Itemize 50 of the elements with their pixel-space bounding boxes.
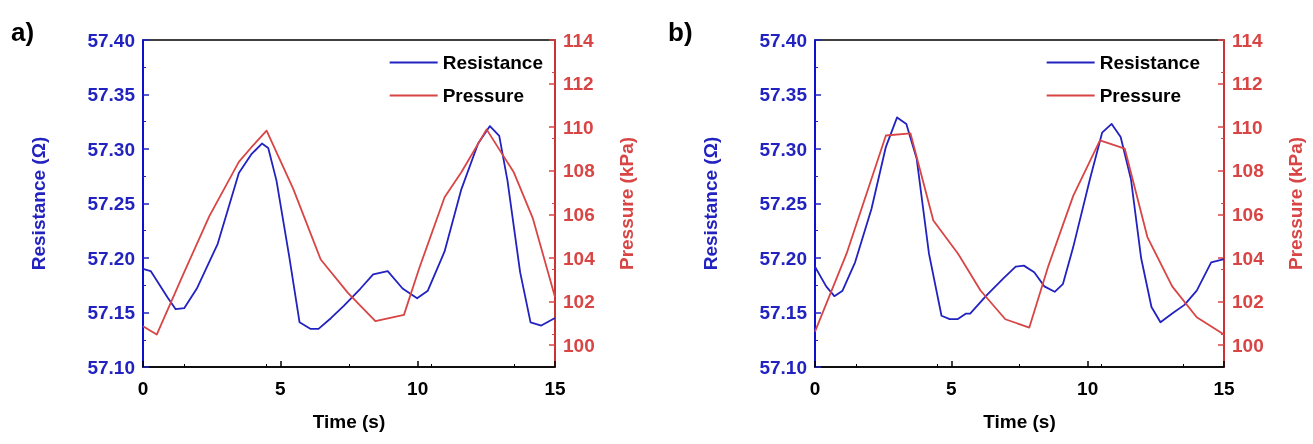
x-axis-title: Time (s) — [983, 411, 1056, 432]
y2-tick-label: 104 — [1232, 247, 1265, 269]
x-axis-title: Time (s) — [312, 411, 386, 432]
y2-tick-label: 104 — [563, 247, 596, 269]
y-tick-label: 57.30 — [759, 138, 807, 160]
y2-tick-label: 108 — [1232, 160, 1264, 182]
y-tick-label: 57.40 — [759, 29, 807, 51]
y-tick-label: 57.15 — [759, 302, 808, 323]
y2-tick-label: 114 — [1232, 29, 1264, 51]
x-tick-label: 10 — [1077, 378, 1099, 399]
y2-tick-label: 102 — [1232, 291, 1264, 313]
y2-axis-title: Pressure (kPa) — [616, 136, 637, 271]
y2-tick-label: 112 — [563, 73, 594, 95]
y-tick-label: 57.35 — [759, 84, 808, 105]
chart-title: b) — [668, 17, 693, 47]
y-tick-label: 57.25 — [87, 193, 136, 214]
y-tick-label: 57.30 — [87, 138, 135, 160]
y2-tick-label: 100 — [563, 334, 595, 356]
y-tick-label: 57.35 — [87, 84, 136, 105]
x-tick-label: 0 — [137, 378, 149, 399]
x-tick-label: 10 — [407, 378, 429, 399]
y-tick-label: 57.10 — [87, 356, 135, 378]
y2-tick-label: 114 — [563, 29, 595, 51]
y2-tick-label: 110 — [563, 116, 594, 138]
y-axis-title: Resistance (Ω) — [700, 136, 721, 271]
x-tick-label: 15 — [544, 378, 566, 399]
y-tick-label: 57.40 — [87, 29, 135, 51]
y-axis-title: Resistance (Ω) — [28, 136, 49, 271]
y2-tick-label: 100 — [1232, 334, 1264, 356]
y-tick-label: 57.25 — [759, 193, 808, 214]
y2-tick-label: 110 — [1232, 116, 1263, 138]
y-tick-label: 57.20 — [87, 247, 135, 269]
y-tick-label: 57.10 — [759, 356, 807, 378]
x-tick-label: 15 — [1213, 378, 1235, 399]
y2-tick-label: 106 — [563, 203, 595, 225]
y-tick-label: 57.20 — [759, 247, 807, 269]
y-tick-label: 57.15 — [87, 302, 136, 323]
y2-tick-label: 102 — [563, 291, 595, 313]
legend-label: Pressure — [442, 85, 525, 106]
legend-label: Resistance — [1099, 52, 1201, 73]
chart-title: a) — [11, 17, 35, 47]
y2-tick-label: 108 — [563, 160, 595, 182]
y2-axis-title: Pressure (kPa) — [1285, 136, 1306, 271]
x-tick-label: 5 — [275, 378, 287, 399]
y2-tick-label: 106 — [1232, 203, 1264, 225]
x-tick-label: 0 — [809, 378, 821, 399]
legend-label: Resistance — [442, 52, 544, 73]
y2-tick-label: 112 — [1232, 73, 1263, 95]
legend-label: Pressure — [1099, 85, 1182, 106]
x-tick-label: 5 — [946, 378, 958, 399]
